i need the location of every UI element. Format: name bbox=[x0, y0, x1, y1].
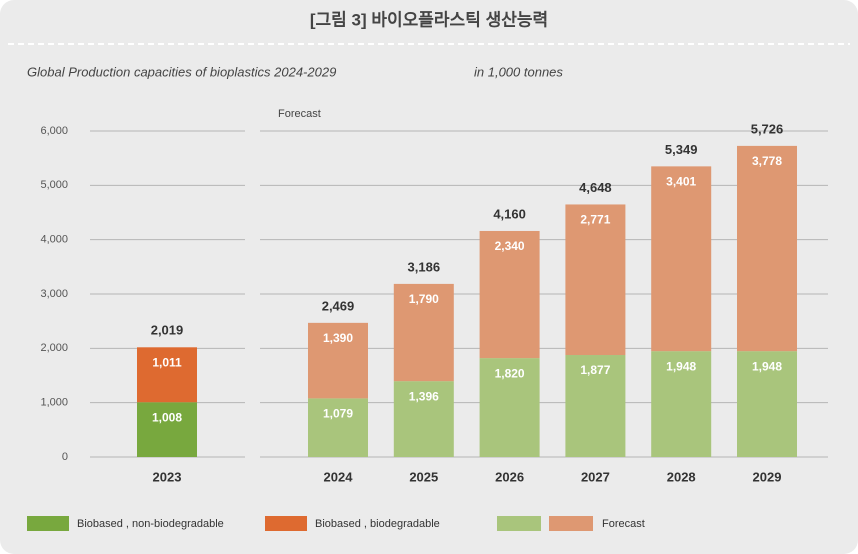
bar-segment bbox=[565, 204, 626, 356]
value-label: 2,340 bbox=[495, 239, 525, 253]
unit-label: in 1,000 tonnes bbox=[474, 64, 563, 79]
x-tick-label: 2023 bbox=[153, 469, 182, 484]
x-tick-label: 2024 bbox=[324, 469, 354, 484]
y-tick-label: 4,000 bbox=[40, 234, 68, 246]
value-label: 1,011 bbox=[152, 355, 182, 369]
bar-segment bbox=[137, 402, 197, 457]
value-label: 3,778 bbox=[752, 154, 782, 168]
value-label: 1,008 bbox=[152, 410, 182, 424]
value-label: 1,820 bbox=[495, 366, 525, 380]
y-tick-label: 3,000 bbox=[40, 288, 68, 300]
legend-swatch bbox=[27, 516, 69, 531]
total-label: 5,349 bbox=[665, 142, 698, 157]
y-tick-label: 2,000 bbox=[40, 342, 68, 354]
chart-title: Global Production capacities of bioplast… bbox=[27, 64, 336, 79]
bar-segment bbox=[137, 347, 197, 403]
x-tick-label: 2029 bbox=[753, 469, 782, 484]
header-title: [그림 3] 바이오플라스틱 생산능력 bbox=[310, 10, 548, 29]
legend-label: Biobased , non-biodegradable bbox=[77, 518, 224, 530]
bar-segment bbox=[393, 283, 454, 382]
x-tick-label: 2028 bbox=[667, 469, 696, 484]
bar-segment bbox=[565, 355, 626, 457]
bar-segment bbox=[308, 322, 368, 399]
value-label: 1,948 bbox=[752, 359, 782, 373]
bar-segment bbox=[479, 230, 540, 359]
bar-segment bbox=[479, 358, 540, 457]
legend-swatch bbox=[549, 516, 593, 531]
total-label: 4,648 bbox=[579, 180, 612, 195]
value-label: 3,401 bbox=[666, 175, 696, 189]
value-label: 1,079 bbox=[323, 407, 353, 421]
legend-label: Biobased , biodegradable bbox=[315, 518, 440, 530]
x-tick-label: 2025 bbox=[409, 469, 438, 484]
value-label: 1,877 bbox=[580, 363, 610, 377]
value-label: 1,790 bbox=[409, 292, 439, 306]
legend-swatch bbox=[265, 516, 307, 531]
bar-segment bbox=[651, 166, 712, 352]
value-label: 1,396 bbox=[409, 389, 439, 403]
y-tick-label: 5,000 bbox=[40, 179, 68, 191]
y-tick-label: 0 bbox=[62, 451, 68, 463]
bar-segment bbox=[737, 145, 797, 352]
total-label: 4,160 bbox=[493, 206, 526, 221]
x-tick-label: 2026 bbox=[495, 469, 524, 484]
total-label: 2,469 bbox=[322, 298, 355, 313]
bar-segment bbox=[393, 381, 454, 457]
forecast-annotation: Forecast bbox=[278, 108, 321, 120]
value-label: 2,771 bbox=[580, 213, 610, 227]
bar-segment bbox=[737, 351, 797, 457]
y-tick-label: 6,000 bbox=[40, 125, 68, 137]
legend-swatch bbox=[497, 516, 541, 531]
total-label: 3,186 bbox=[408, 259, 441, 274]
value-label: 1,948 bbox=[666, 359, 696, 373]
bar-segment bbox=[308, 398, 368, 457]
total-label: 2,019 bbox=[151, 323, 184, 338]
x-tick-label: 2027 bbox=[581, 469, 610, 484]
y-tick-label: 1,000 bbox=[40, 397, 68, 409]
total-label: 5,726 bbox=[751, 121, 784, 136]
legend-label: Forecast bbox=[602, 518, 645, 530]
bar-segment bbox=[651, 351, 712, 457]
value-label: 1,390 bbox=[323, 331, 353, 345]
